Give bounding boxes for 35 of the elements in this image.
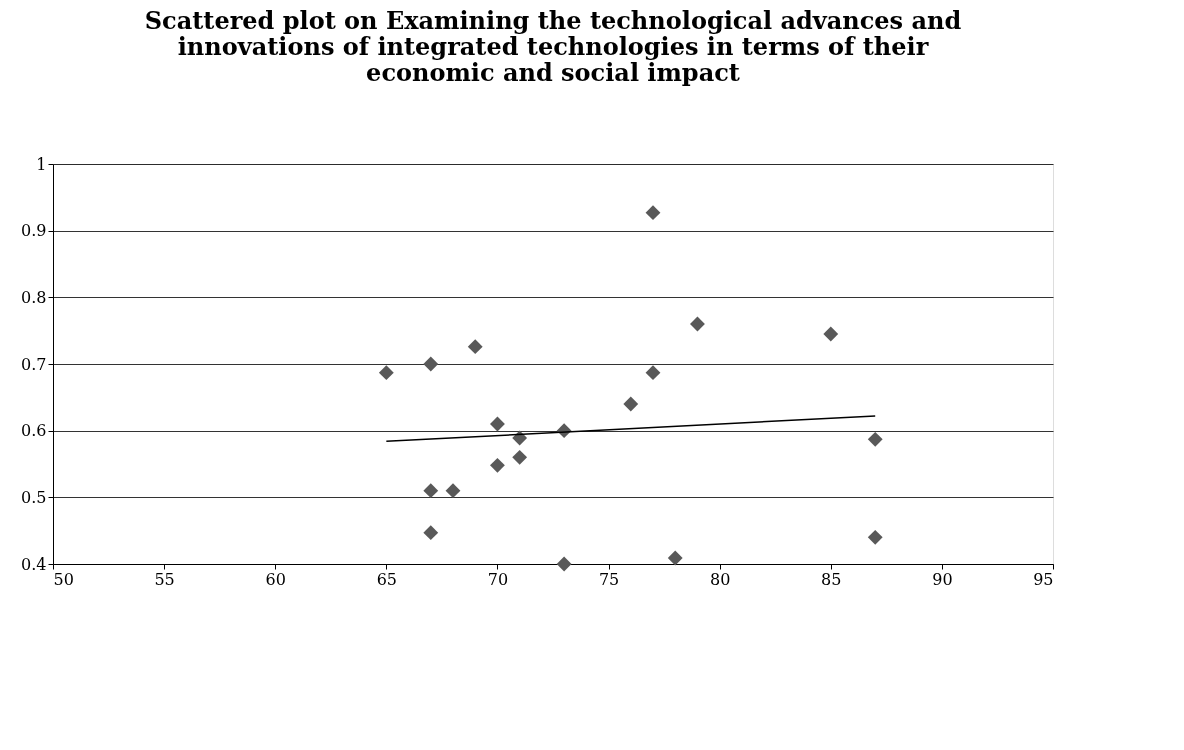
x-tick-label: 55 xyxy=(154,569,175,589)
point xyxy=(423,483,439,499)
x-tick-label: 85 xyxy=(821,569,842,589)
y-tick-label: 0.4 xyxy=(21,554,47,574)
point xyxy=(378,365,394,381)
point xyxy=(556,556,572,572)
x-tick-label: 80 xyxy=(709,569,731,589)
point xyxy=(512,430,528,446)
point xyxy=(867,431,883,447)
x-tick-label: 65 xyxy=(376,569,398,589)
point xyxy=(667,550,683,566)
y-tick-label: 0.5 xyxy=(21,487,47,507)
x-tick-label: 50 xyxy=(53,569,74,589)
point xyxy=(512,449,528,465)
point xyxy=(823,326,839,342)
x-tick-label: 95 xyxy=(1033,569,1054,589)
chart-title: Scattered plot on Examining the technological advances and innovations of integrated technologies in terms of their economic and social impact xyxy=(144,6,962,87)
x-tick-label: 70 xyxy=(487,569,509,589)
point xyxy=(423,525,439,541)
y-tick-label: 0.7 xyxy=(21,354,47,374)
y-tick-label: 0.9 xyxy=(21,221,47,241)
y-tick-label: 1 xyxy=(36,154,47,174)
y-tick-label: 0.6 xyxy=(21,421,47,441)
point xyxy=(645,365,661,381)
point xyxy=(423,356,439,372)
x-tick-label: 90 xyxy=(932,569,953,589)
point xyxy=(867,529,883,545)
point xyxy=(623,396,639,412)
point xyxy=(490,457,505,473)
point xyxy=(467,339,483,355)
point xyxy=(645,205,661,221)
point xyxy=(445,483,461,499)
y-tick-label: 0.8 xyxy=(21,287,47,307)
x-tick-label: 60 xyxy=(265,569,286,589)
x-tick-label: 75 xyxy=(598,569,620,589)
